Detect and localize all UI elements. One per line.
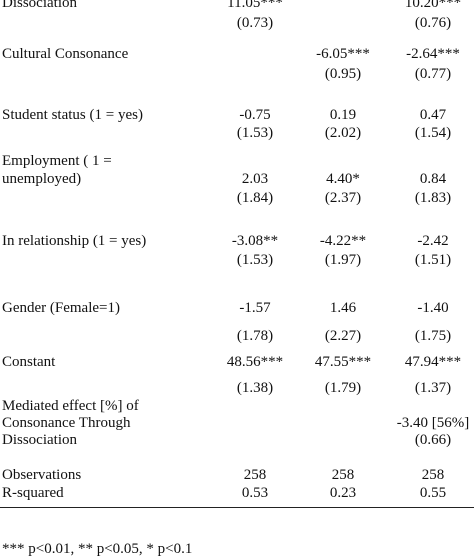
- se-cultural-model3: (0.77): [414, 66, 452, 82]
- coef-student-model1: -0.75: [239, 107, 271, 123]
- coef-dissociation-model3: 10.20***: [404, 0, 462, 11]
- row-label-mediated-line3: Dissociation: [2, 432, 77, 448]
- row-label-gender: Gender (Female=1): [2, 300, 120, 316]
- se-relationship-model2: (1.97): [324, 252, 362, 268]
- coef-gender-model1: -1.57: [239, 300, 271, 316]
- coef-student-model2: 0.19: [329, 107, 357, 123]
- se-constant-model2: (1.79): [324, 380, 362, 396]
- se-relationship-model1: (1.53): [236, 252, 274, 268]
- se-student-model1: (1.53): [236, 125, 274, 141]
- table-bottom-rule: [0, 507, 474, 508]
- se-relationship-model3: (1.51): [414, 252, 452, 268]
- se-gender-model3: (1.75): [414, 328, 452, 344]
- coef-cultural-model3: -2.64***: [406, 46, 460, 62]
- coef-mediated-model3: -3.40 [56%]: [396, 415, 470, 431]
- row-label-observations: Observations: [2, 467, 82, 483]
- se-gender-model1: (1.78): [236, 328, 274, 344]
- se-constant-model3: (1.37): [414, 380, 452, 396]
- se-employment-model2: (2.37): [324, 190, 362, 206]
- row-label-rsquared: R-squared: [2, 485, 64, 501]
- obs-model3: 258: [421, 467, 445, 483]
- obs-model1: 258: [243, 467, 267, 483]
- row-label-constant: Constant: [2, 354, 56, 370]
- se-mediated-model3: (0.66): [414, 432, 452, 448]
- coef-dissociation-model1: 11.05***: [227, 0, 283, 11]
- se-cultural-model2: (0.95): [324, 66, 362, 82]
- coef-gender-model3: -1.40: [417, 300, 449, 316]
- coef-relationship-model2: -4.22**: [319, 233, 367, 249]
- coef-relationship-model1: -3.08**: [231, 233, 279, 249]
- coef-student-model3: 0.47: [419, 107, 447, 123]
- coef-constant-model3: 47.94***: [404, 354, 462, 370]
- se-constant-model1: (1.38): [236, 380, 274, 396]
- coef-constant-model2: 47.55***: [314, 354, 372, 370]
- r2-model3: 0.55: [419, 485, 447, 501]
- se-gender-model2: (2.27): [324, 328, 362, 344]
- se-dissociation-model3: (0.76): [414, 15, 452, 31]
- row-label-mediated-line1: Mediated effect [%] of: [2, 398, 139, 414]
- coef-employment-model2: 4.40*: [326, 171, 360, 187]
- significance-footnote: *** p<0.01, ** p<0.05, * p<0.1: [2, 541, 193, 557]
- se-employment-model1: (1.84): [236, 190, 274, 206]
- se-student-model2: (2.02): [324, 125, 362, 141]
- se-employment-model3: (1.83): [414, 190, 452, 206]
- coef-relationship-model3: -2.42: [417, 233, 449, 249]
- coef-employment-model3: 0.84: [419, 171, 447, 187]
- row-label-relationship: In relationship (1 = yes): [2, 233, 147, 249]
- r2-model1: 0.53: [241, 485, 269, 501]
- row-label-employment-line2: unemployed): [2, 171, 82, 187]
- row-label-mediated-line2: Consonance Through: [2, 415, 131, 431]
- se-student-model3: (1.54): [414, 125, 452, 141]
- row-label-student: Student status (1 = yes): [2, 107, 143, 123]
- obs-model2: 258: [331, 467, 355, 483]
- row-label-employment-line1: Employment ( 1 =: [2, 153, 112, 169]
- coef-employment-model1: 2.03: [241, 171, 269, 187]
- row-label-dissociation: Dissociation: [2, 0, 77, 11]
- r2-model2: 0.23: [329, 485, 357, 501]
- coef-gender-model2: 1.46: [329, 300, 357, 316]
- coef-cultural-model2: -6.05***: [316, 46, 370, 62]
- se-dissociation-model1: (0.73): [236, 15, 274, 31]
- row-label-cultural-consonance: Cultural Consonance: [2, 46, 129, 62]
- coef-constant-model1: 48.56***: [226, 354, 284, 370]
